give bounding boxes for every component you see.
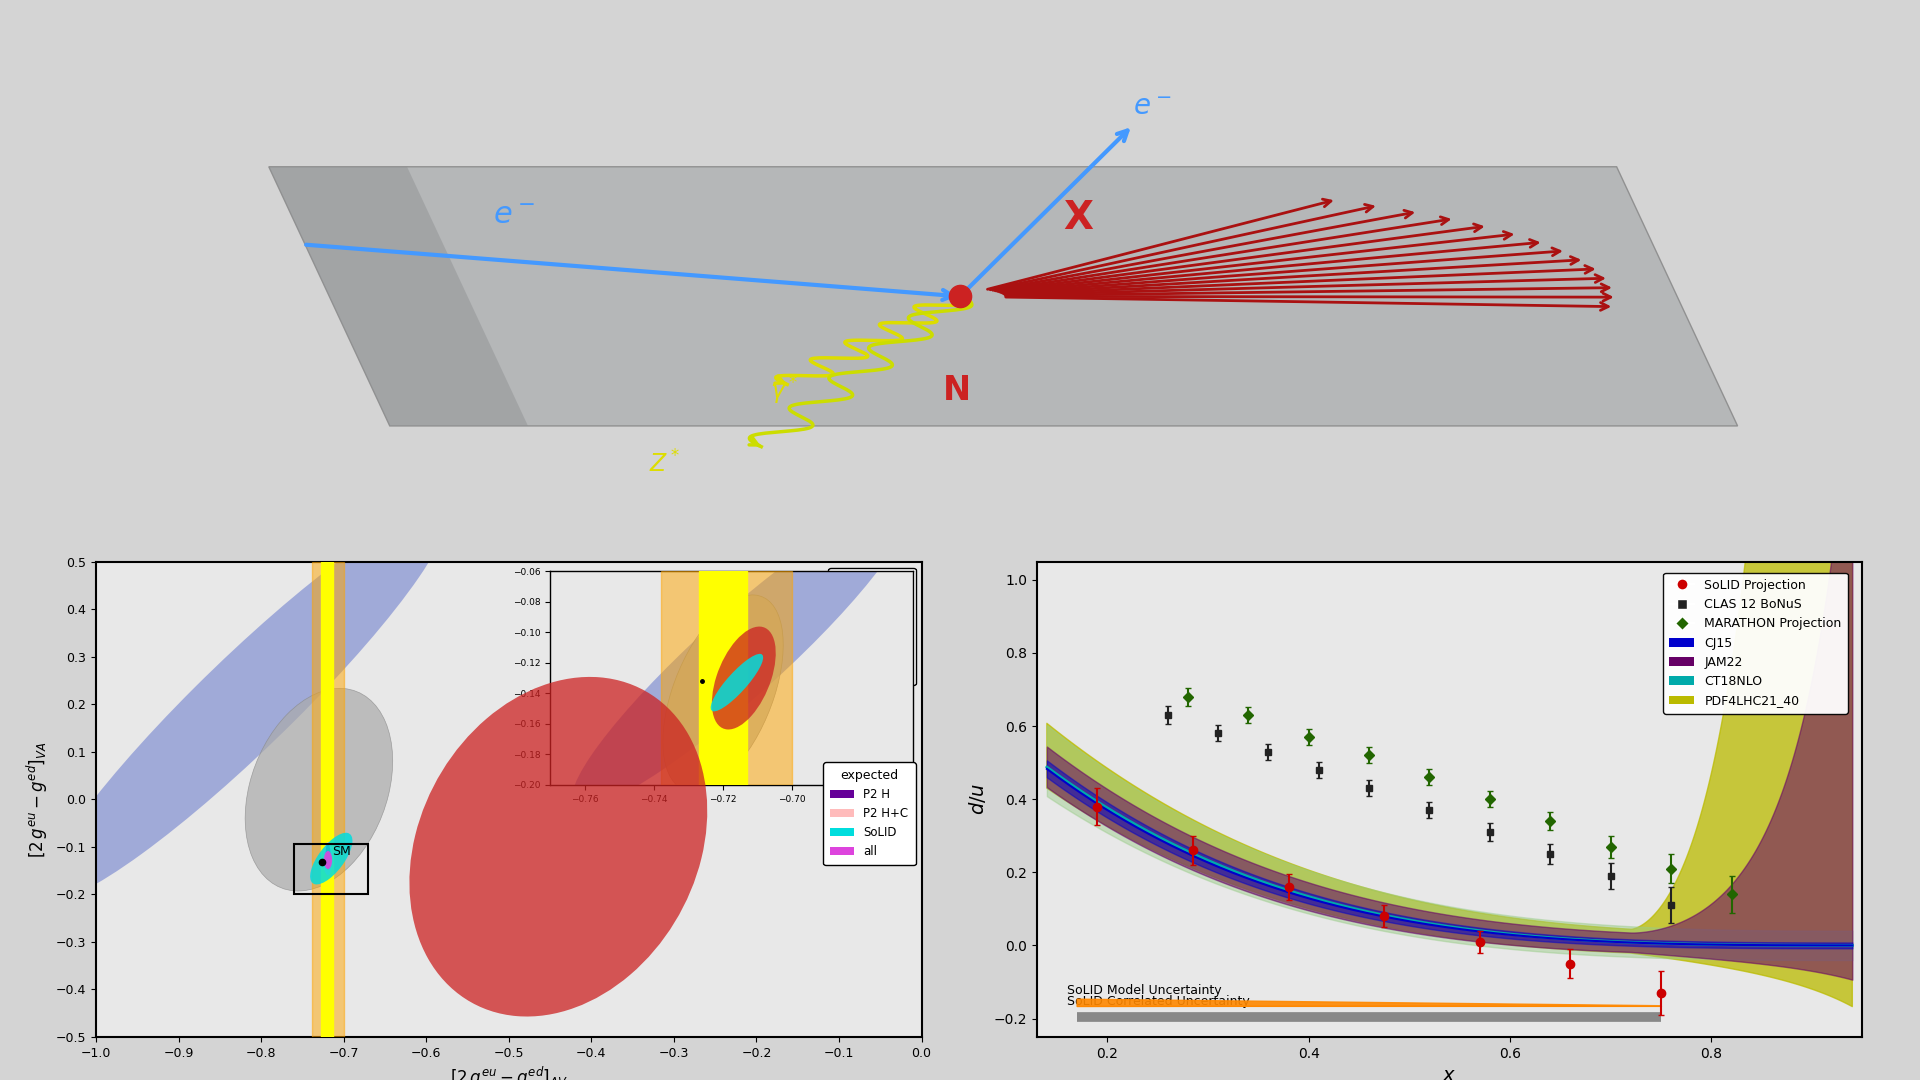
- Text: X: X: [1064, 199, 1094, 237]
- Ellipse shape: [323, 842, 332, 875]
- Polygon shape: [269, 166, 1738, 426]
- Text: SM: SM: [332, 845, 351, 858]
- Ellipse shape: [324, 851, 332, 869]
- Ellipse shape: [42, 508, 447, 901]
- Text: $e^-$: $e^-$: [1133, 93, 1171, 121]
- X-axis label: $x$: $x$: [1442, 1066, 1457, 1080]
- Text: N: N: [943, 374, 972, 407]
- Text: SoLID Model Uncertainty: SoLID Model Uncertainty: [1068, 984, 1221, 997]
- Y-axis label: $d/u$: $d/u$: [968, 783, 989, 815]
- Ellipse shape: [246, 688, 394, 891]
- Polygon shape: [1077, 999, 1661, 1007]
- Ellipse shape: [311, 833, 353, 885]
- Polygon shape: [269, 166, 528, 426]
- Text: SoLID Correlated Uncertainty: SoLID Correlated Uncertainty: [1068, 995, 1250, 1008]
- Text: $\gamma^*$: $\gamma^*$: [770, 375, 799, 407]
- Bar: [294, 845, 369, 894]
- Text: $e^-$: $e^-$: [493, 201, 536, 230]
- Legend: SoLID Projection, CLAS 12 BoNuS, MARATHON Projection, CJ15, JAM22, CT18NLO, PDF4: SoLID Projection, CLAS 12 BoNuS, MARATHO…: [1663, 572, 1847, 714]
- X-axis label: $[2\,g^{eu} - g^{ed}]_{AV}$: $[2\,g^{eu} - g^{ed}]_{AV}$: [449, 1065, 568, 1080]
- Bar: [313, 562, 344, 1037]
- Y-axis label: $[2\,g^{eu} - g^{ed}]_{VA}$: $[2\,g^{eu} - g^{ed}]_{VA}$: [25, 741, 50, 858]
- Legend: P2 H, P2 H+C, SoLID, all: P2 H, P2 H+C, SoLID, all: [824, 762, 916, 865]
- Text: $Z^*$: $Z^*$: [649, 450, 680, 477]
- Ellipse shape: [326, 843, 330, 869]
- Bar: [321, 562, 332, 1037]
- Ellipse shape: [409, 677, 707, 1016]
